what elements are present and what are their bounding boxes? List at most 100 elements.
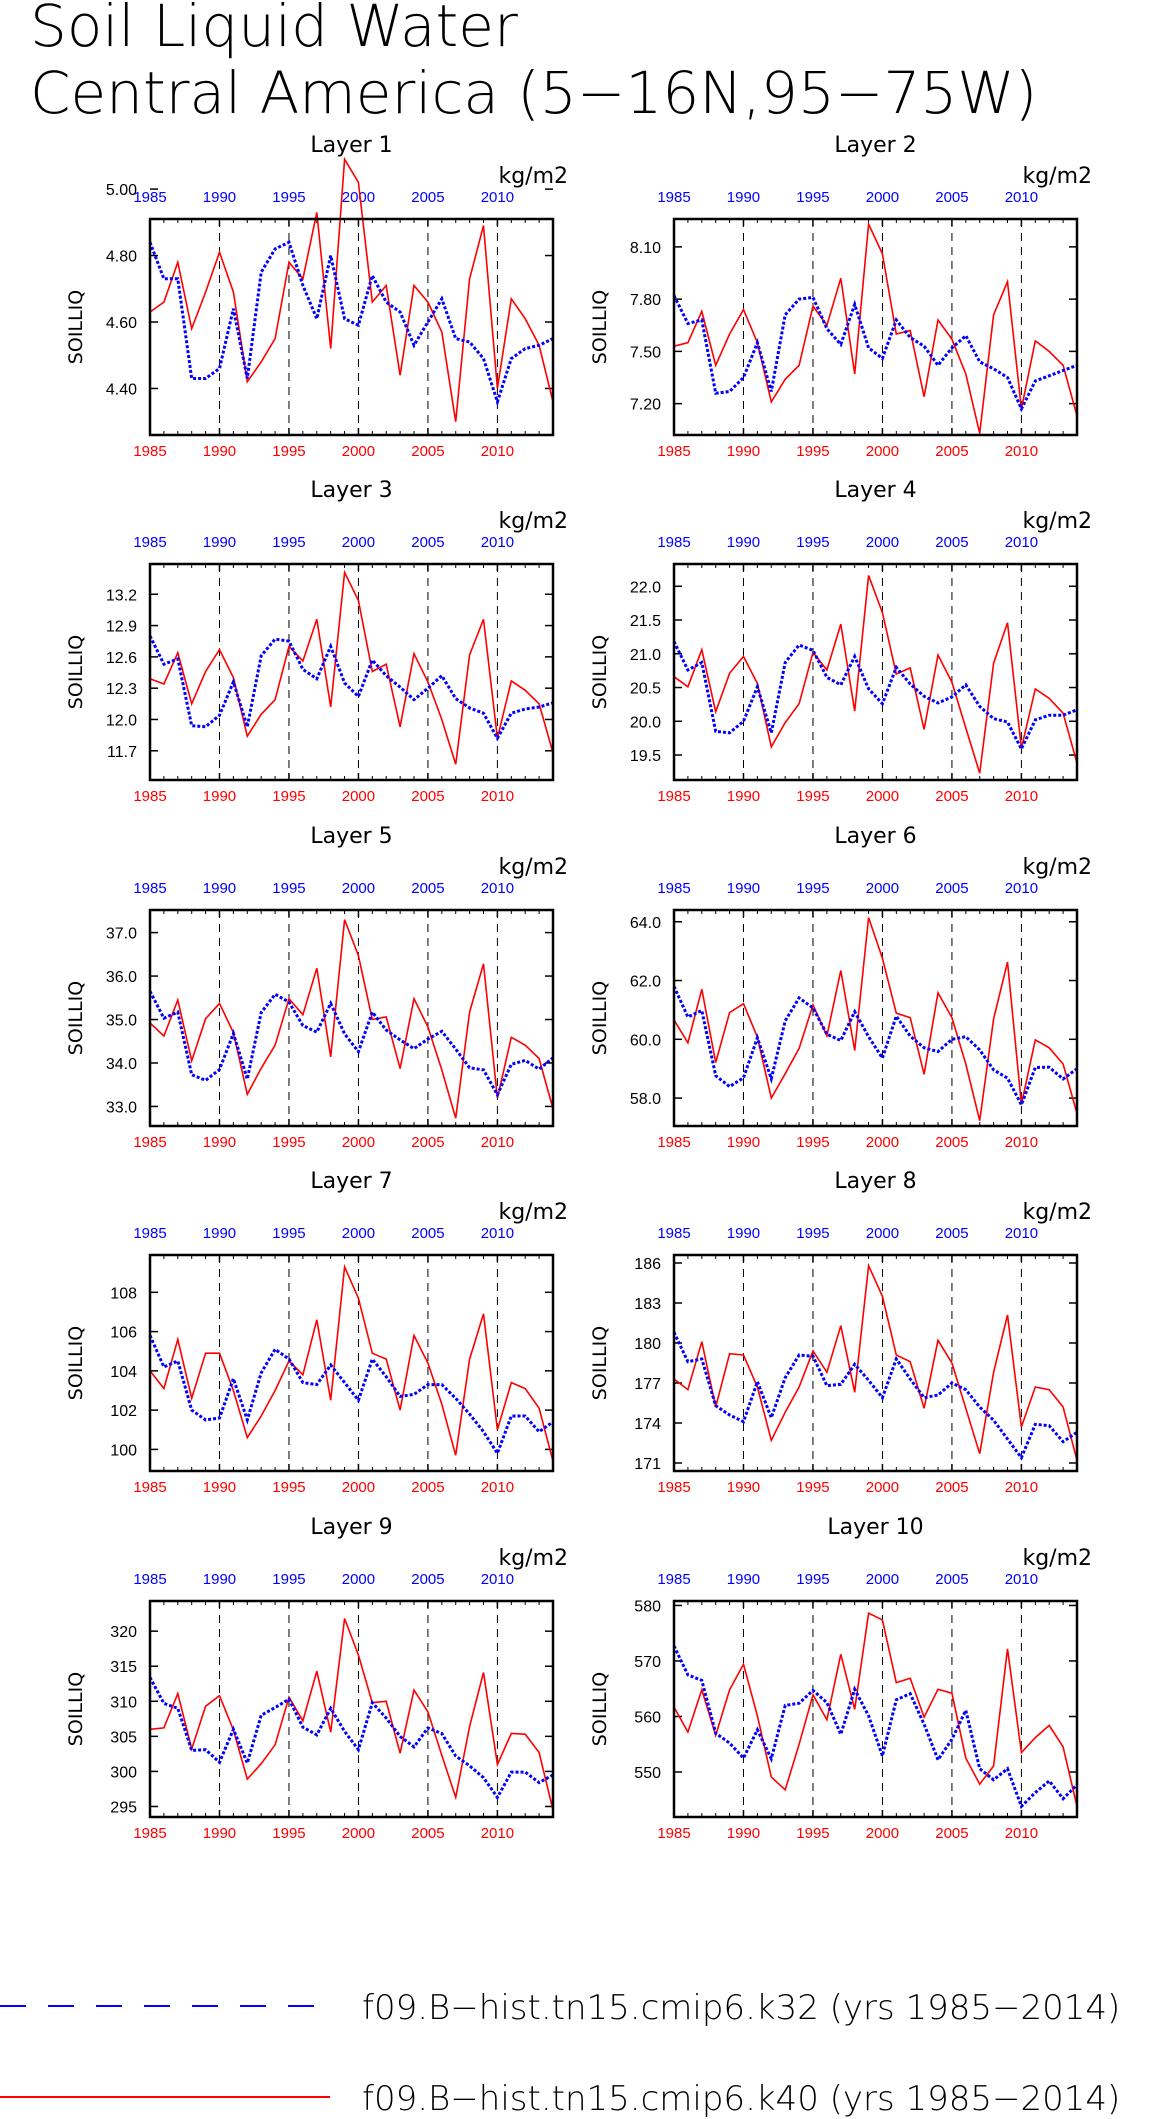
layer-panel: Layer 4 kg/m2 SOILLIQ 1985 1985 1990 1990 1995 1…	[589, 478, 1092, 805]
x-tick-label-top: 1995	[796, 189, 829, 206]
series-line-k40	[673, 1262, 1078, 1461]
x-tick-label-bottom: 1985	[133, 788, 166, 805]
x-tick-label-top: 2005	[411, 1571, 444, 1588]
x-tick-label-top: 1985	[657, 1225, 690, 1242]
x-tick-label-top: 2010	[481, 1571, 514, 1588]
x-tick-label-top: 2000	[342, 880, 375, 897]
y-tick-label: 300	[110, 1764, 137, 1781]
x-tick-label-top: 2005	[935, 1225, 968, 1242]
x-tick-label-bottom: 1995	[272, 1134, 305, 1151]
x-tick-label-bottom: 1985	[133, 443, 166, 460]
x-tick-label-top: 2000	[866, 189, 899, 206]
plot-frame	[148, 1253, 555, 1473]
x-tick-label-top: 1990	[203, 189, 236, 206]
units-label: kg/m2	[1022, 1546, 1092, 1571]
units-label: kg/m2	[1022, 1200, 1092, 1225]
y-tick-label: 104	[110, 1364, 137, 1381]
panel-title: Layer 9	[310, 1515, 392, 1540]
x-tick-label-bottom: 2000	[342, 1134, 375, 1151]
y-tick-label: 560	[634, 1709, 661, 1726]
y-axis-label: SOILLIQ	[65, 1326, 87, 1400]
x-tick-label-top: 1990	[727, 880, 760, 897]
x-tick-label-bottom: 1985	[657, 1479, 690, 1496]
x-tick-label-bottom: 1990	[203, 443, 236, 460]
layer-panel: Layer 3 kg/m2 SOILLIQ 1985 1985 1990 1990 1995 1…	[65, 478, 568, 805]
x-tick-label-bottom: 2000	[342, 1479, 375, 1496]
panel-title: Layer 7	[310, 1169, 392, 1194]
x-tick-label-top: 2010	[1005, 1225, 1038, 1242]
y-axis-label: SOILLIQ	[589, 981, 611, 1055]
x-tick-label-top: 1990	[203, 880, 236, 897]
x-tick-label-bottom: 1990	[727, 1479, 760, 1496]
y-tick-label: 102	[110, 1403, 137, 1420]
x-tick-label-top: 2005	[411, 880, 444, 897]
y-tick-label: 320	[110, 1624, 137, 1641]
x-tick-label-top: 1985	[133, 1225, 166, 1242]
x-tick-label-top: 2005	[935, 534, 968, 551]
panel-title: Layer 8	[834, 1169, 916, 1194]
x-tick-label-top: 2010	[1005, 534, 1038, 551]
y-tick-label: 8.10	[630, 240, 661, 257]
x-tick-label-bottom: 2010	[481, 788, 514, 805]
x-tick-label-bottom: 1985	[133, 1134, 166, 1151]
x-tick-label-top: 1985	[657, 880, 690, 897]
x-tick-label-top: 1990	[203, 534, 236, 551]
panel-title: Layer 10	[827, 1515, 923, 1540]
y-tick-label: 37.0	[106, 926, 137, 943]
y-tick-label: 305	[110, 1729, 137, 1746]
layer-panel: Layer 10 kg/m2 SOILLIQ 1985 1985 1990 1990 1995…	[589, 1515, 1092, 1842]
x-tick-label-bottom: 1995	[796, 1134, 829, 1151]
plot-frame	[148, 217, 555, 437]
x-tick-label-bottom: 2000	[342, 1825, 375, 1842]
x-tick-label-bottom: 2005	[411, 1134, 444, 1151]
y-tick-label: 550	[634, 1765, 661, 1782]
layer-panel: Layer 6 kg/m2 SOILLIQ 1985 1985 1990 1990 1995 1…	[589, 824, 1092, 1151]
x-tick-label-top: 1995	[272, 534, 305, 551]
x-tick-label-top: 1995	[796, 1225, 829, 1242]
x-tick-label-bottom: 2000	[866, 443, 899, 460]
x-tick-label-top: 1985	[657, 534, 690, 551]
x-tick-label-bottom: 1990	[727, 1825, 760, 1842]
x-tick-label-bottom: 2005	[411, 443, 444, 460]
x-tick-label-bottom: 1985	[133, 1825, 166, 1842]
x-tick-label-top: 2005	[935, 1571, 968, 1588]
x-tick-label-bottom: 2000	[866, 1134, 899, 1151]
y-tick-label: 60.0	[630, 1032, 661, 1049]
y-tick-label: 58.0	[630, 1091, 661, 1108]
x-tick-label-top: 2000	[866, 1571, 899, 1588]
x-tick-label-bottom: 1995	[796, 788, 829, 805]
x-tick-label-bottom: 2010	[481, 443, 514, 460]
x-tick-label-top: 2000	[342, 189, 375, 206]
layer-panel: Layer 1 kg/m2 SOILLIQ 1985 1985 1990 1990 1995 1…	[65, 133, 568, 460]
y-tick-label: 64.0	[630, 915, 661, 932]
x-tick-label-bottom: 2005	[411, 788, 444, 805]
y-axis-label: SOILLIQ	[589, 290, 611, 364]
x-tick-label-top: 1990	[727, 1225, 760, 1242]
y-tick-label: 4.60	[106, 315, 137, 332]
x-tick-label-top: 2005	[411, 189, 444, 206]
x-tick-label-bottom: 2000	[866, 1479, 899, 1496]
y-axis-label: SOILLIQ	[65, 290, 87, 364]
series-line-k40	[673, 917, 1078, 1121]
x-tick-label-bottom: 1995	[272, 1825, 305, 1842]
x-tick-label-top: 2010	[481, 534, 514, 551]
x-tick-label-top: 1985	[133, 880, 166, 897]
series-line-k40	[149, 1618, 554, 1811]
y-axis-label: SOILLIQ	[589, 1672, 611, 1746]
y-axis-label: SOILLIQ	[589, 635, 611, 709]
x-tick-label-top: 2000	[866, 880, 899, 897]
layer-panel: Layer 8 kg/m2 SOILLIQ 1985 1985 1990 1990 1995 1…	[589, 1169, 1092, 1496]
y-tick-label: 21.0	[630, 647, 661, 664]
x-tick-label-bottom: 1990	[203, 1825, 236, 1842]
y-tick-label: 100	[110, 1442, 137, 1459]
x-tick-label-bottom: 2005	[935, 1825, 968, 1842]
layer-panel: Layer 9 kg/m2 SOILLIQ 1985 1985 1990 1990 1995 1…	[65, 1515, 568, 1842]
plot-frame	[148, 562, 555, 782]
units-label: kg/m2	[498, 1546, 568, 1571]
x-tick-label-top: 2010	[1005, 189, 1038, 206]
units-label: kg/m2	[498, 1200, 568, 1225]
y-tick-label: 180	[634, 1336, 661, 1353]
y-tick-label: 580	[634, 1598, 661, 1615]
y-tick-label: 35.0	[106, 1013, 137, 1030]
x-tick-label-top: 2000	[342, 1571, 375, 1588]
